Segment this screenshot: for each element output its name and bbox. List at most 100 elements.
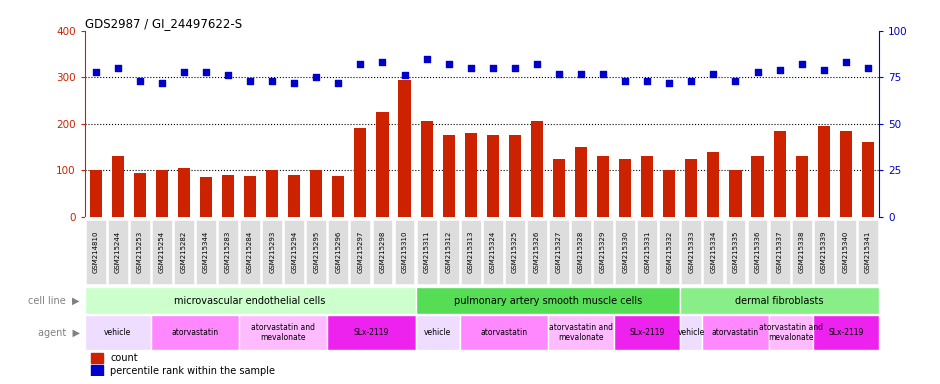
Point (88, 69, 103, 75)
Bar (284, 220, 305, 284)
Bar (572, 220, 591, 284)
Bar (351, 220, 370, 284)
Bar (289, 175, 300, 217)
Text: GSM215334: GSM215334 (711, 230, 716, 273)
Text: GSM215339: GSM215339 (821, 230, 827, 273)
Text: microvascular endothelial cells: microvascular endothelial cells (175, 296, 326, 306)
Bar (549, 220, 569, 284)
Text: GSM215336: GSM215336 (755, 230, 760, 273)
Bar (266, 170, 278, 217)
Text: GSM215310: GSM215310 (401, 230, 408, 273)
Bar (791, 220, 811, 284)
Bar (509, 136, 521, 217)
Point (287, 80, 302, 86)
Text: vehicle: vehicle (104, 328, 132, 337)
Bar (637, 220, 657, 284)
Bar (112, 156, 124, 217)
Point (177, 69, 192, 75)
Bar (218, 220, 238, 284)
Bar (306, 220, 326, 284)
Bar (813, 315, 879, 350)
Text: percentile rank within the sample: percentile rank within the sample (110, 366, 275, 376)
Text: atorvastatin: atorvastatin (712, 328, 759, 337)
Bar (593, 220, 613, 284)
Bar (681, 287, 879, 314)
Text: GSM215313: GSM215313 (468, 230, 474, 273)
Bar (372, 220, 392, 284)
Text: cell line  ▶: cell line ▶ (28, 296, 80, 306)
Bar (751, 156, 763, 217)
Bar (858, 220, 878, 284)
Text: agent  ▶: agent ▶ (38, 328, 80, 338)
Text: GSM215329: GSM215329 (600, 230, 606, 273)
Point (816, 67, 831, 73)
Text: GSM215297: GSM215297 (357, 230, 364, 273)
Bar (839, 131, 852, 217)
Point (640, 78, 655, 84)
Bar (150, 315, 239, 350)
Text: GSM215337: GSM215337 (776, 230, 783, 273)
Text: GSM215284: GSM215284 (247, 230, 253, 273)
Bar (702, 315, 769, 350)
Text: GSM215293: GSM215293 (269, 230, 275, 273)
Point (706, 70, 721, 76)
Bar (332, 176, 344, 217)
Bar (836, 220, 855, 284)
Bar (553, 159, 565, 217)
Point (463, 65, 478, 71)
Text: dermal fibroblasts: dermal fibroblasts (735, 296, 823, 306)
Text: GSM215330: GSM215330 (622, 230, 628, 273)
Text: vehicle: vehicle (424, 328, 451, 337)
Bar (376, 112, 388, 217)
Point (198, 69, 213, 75)
Text: GSM215253: GSM215253 (136, 230, 143, 273)
Bar (548, 315, 614, 350)
Bar (708, 152, 719, 217)
Point (441, 61, 456, 67)
Point (243, 78, 258, 84)
Bar (85, 315, 150, 350)
Text: GSM215340: GSM215340 (843, 230, 849, 273)
Bar (420, 121, 432, 217)
Bar (527, 220, 547, 284)
Bar (200, 177, 212, 217)
Point (110, 65, 125, 71)
Bar (814, 220, 834, 284)
Bar (415, 287, 681, 314)
Bar (178, 168, 190, 217)
Bar (862, 142, 874, 217)
Text: GDS2987 / GI_24497622-S: GDS2987 / GI_24497622-S (85, 17, 242, 30)
Text: GSM215327: GSM215327 (556, 230, 562, 273)
Bar (89, 170, 102, 217)
Point (331, 80, 346, 86)
Bar (439, 220, 459, 284)
Point (308, 74, 323, 80)
Bar (156, 170, 168, 217)
Text: GSM215324: GSM215324 (490, 230, 495, 273)
Point (662, 80, 677, 86)
Text: atorvastatin and
mevalonate: atorvastatin and mevalonate (759, 323, 822, 343)
Bar (108, 220, 128, 284)
Bar (354, 128, 367, 217)
Bar (460, 315, 548, 350)
Bar (659, 220, 680, 284)
Point (375, 59, 390, 65)
Bar (416, 220, 436, 284)
Point (154, 80, 169, 86)
Bar (85, 287, 415, 314)
Text: GSM215254: GSM215254 (159, 231, 164, 273)
Point (352, 61, 368, 67)
Bar (664, 170, 675, 217)
Text: atorvastatin: atorvastatin (171, 328, 218, 337)
Bar (327, 315, 415, 350)
Text: GSM215311: GSM215311 (424, 230, 430, 273)
Bar (818, 126, 830, 217)
Bar (174, 220, 194, 284)
Point (419, 56, 434, 62)
Bar (415, 315, 460, 350)
Point (485, 65, 500, 71)
Text: pulmonary artery smooth muscle cells: pulmonary artery smooth muscle cells (454, 296, 642, 306)
Text: GSM215332: GSM215332 (666, 230, 672, 273)
Bar (619, 159, 632, 217)
Text: GSM215295: GSM215295 (313, 230, 320, 273)
